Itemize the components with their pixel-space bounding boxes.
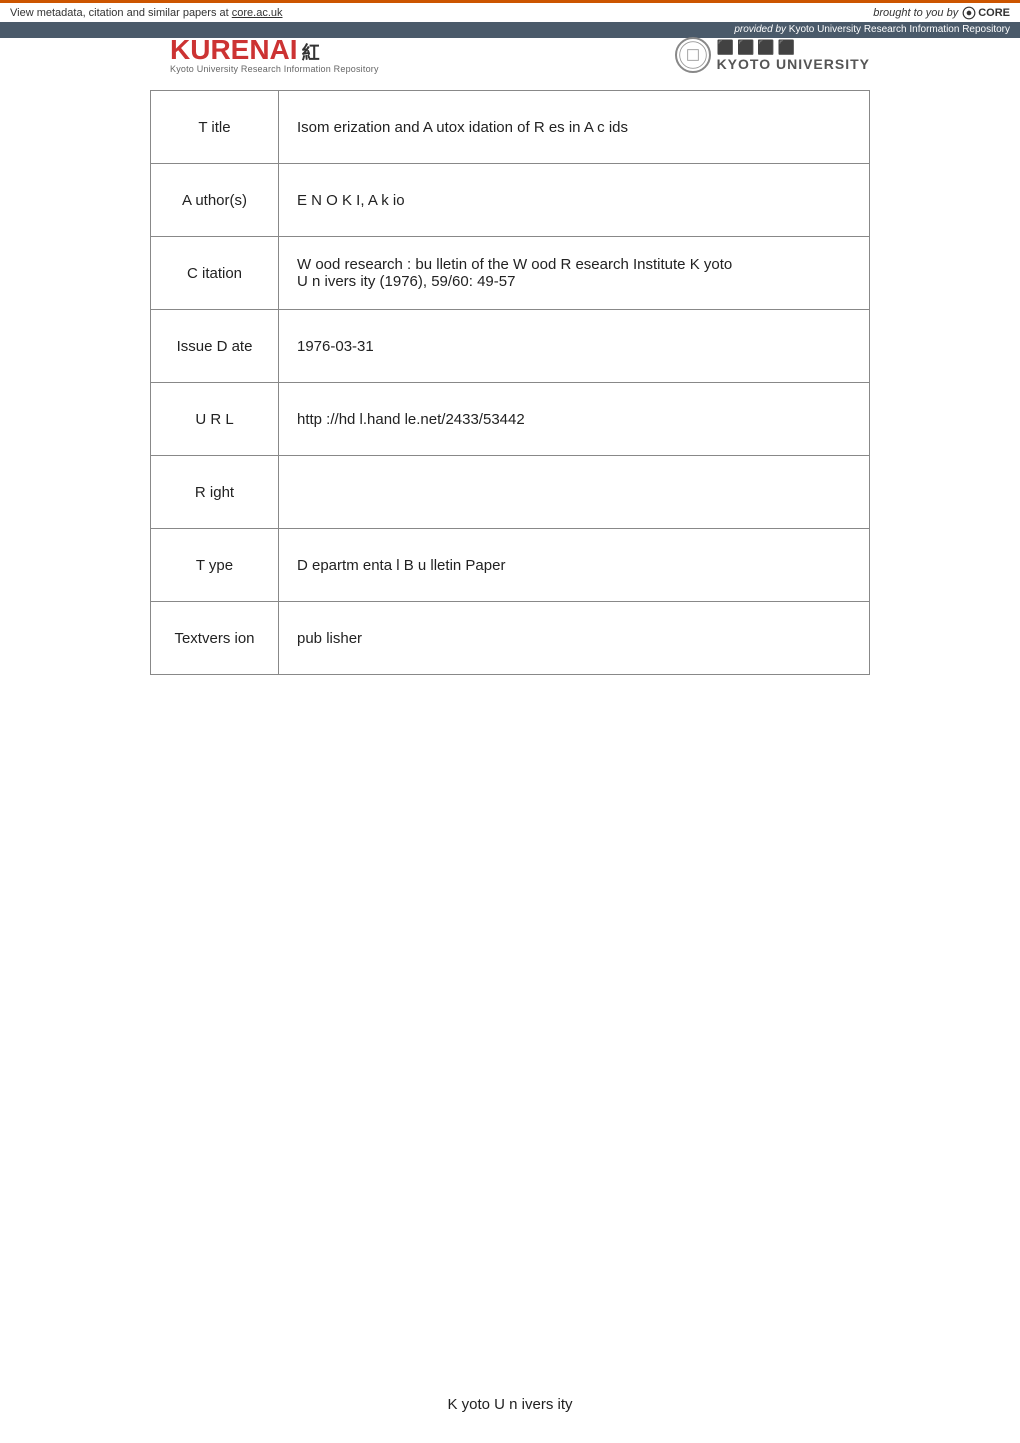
kurenai-kanji: 紅: [302, 44, 320, 62]
table-row: T itleIsom erization and A utox idation …: [151, 91, 870, 164]
row-value: W ood research : bu lletin of the W ood …: [279, 237, 870, 310]
row-label: Textvers ion: [151, 602, 279, 675]
provider-name: Kyoto University Research Information Re…: [789, 24, 1010, 35]
row-label: Issue D ate: [151, 310, 279, 383]
top-bar: View metadata, citation and similar pape…: [0, 0, 1020, 22]
kyoto-text: ⬛⬛⬛⬛ KYOTO UNIVERSITY: [717, 39, 870, 72]
row-value: 1976-03-31: [279, 310, 870, 383]
row-value: Isom erization and A utox idation of R e…: [279, 91, 870, 164]
kurenai-logo-block: KURENAI 紅 Kyoto University Research Info…: [170, 36, 379, 74]
kyoto-logo-block: ⬛⬛⬛⬛ KYOTO UNIVERSITY: [675, 37, 870, 73]
row-label: C itation: [151, 237, 279, 310]
row-value: [279, 456, 870, 529]
footer-text: K yoto U n ivers ity: [0, 1396, 1020, 1413]
table-row: Issue D ate1976-03-31: [151, 310, 870, 383]
core-badge[interactable]: CORE: [962, 6, 1010, 20]
kurenai-subtitle: Kyoto University Research Information Re…: [170, 64, 379, 74]
table-row: C itationW ood research : bu lletin of t…: [151, 237, 870, 310]
kyoto-en: KYOTO UNIVERSITY: [717, 56, 870, 72]
row-label: A uthor(s): [151, 164, 279, 237]
row-value: http ://hd l.hand le.net/2433/53442: [279, 383, 870, 456]
table-row: A uthor(s)E N O K I, A k io: [151, 164, 870, 237]
table-row: R ight: [151, 456, 870, 529]
core-icon: [962, 6, 976, 20]
kurenai-text: KURENAI: [170, 36, 298, 64]
metadata-table: T itleIsom erization and A utox idation …: [150, 90, 870, 675]
top-bar-left: View metadata, citation and similar pape…: [10, 7, 283, 19]
row-value: D epartm enta l B u lletin Paper: [279, 529, 870, 602]
topbar-prefix: View metadata, citation and similar pape…: [10, 7, 232, 19]
row-label: R ight: [151, 456, 279, 529]
core-link[interactable]: core.ac.uk: [232, 7, 283, 19]
kurenai-logo: KURENAI 紅: [170, 36, 379, 64]
provider-prefix: provided by: [734, 24, 788, 35]
row-label: U R L: [151, 383, 279, 456]
table-row: U R Lhttp ://hd l.hand le.net/2433/53442: [151, 383, 870, 456]
core-label: CORE: [978, 7, 1010, 19]
kyoto-seal-icon: [675, 37, 711, 73]
row-value: E N O K I, A k io: [279, 164, 870, 237]
brought-by: brought to you by: [873, 7, 958, 19]
kyoto-kanji: ⬛⬛⬛⬛: [717, 39, 799, 56]
table-row: T ypeD epartm enta l B u lletin Paper: [151, 529, 870, 602]
row-label: T itle: [151, 91, 279, 164]
top-bar-right: brought to you by CORE: [873, 6, 1010, 20]
header-section: KURENAI 紅 Kyoto University Research Info…: [0, 36, 1020, 82]
row-label: T ype: [151, 529, 279, 602]
table-row: Textvers ionpub lisher: [151, 602, 870, 675]
row-value: pub lisher: [279, 602, 870, 675]
